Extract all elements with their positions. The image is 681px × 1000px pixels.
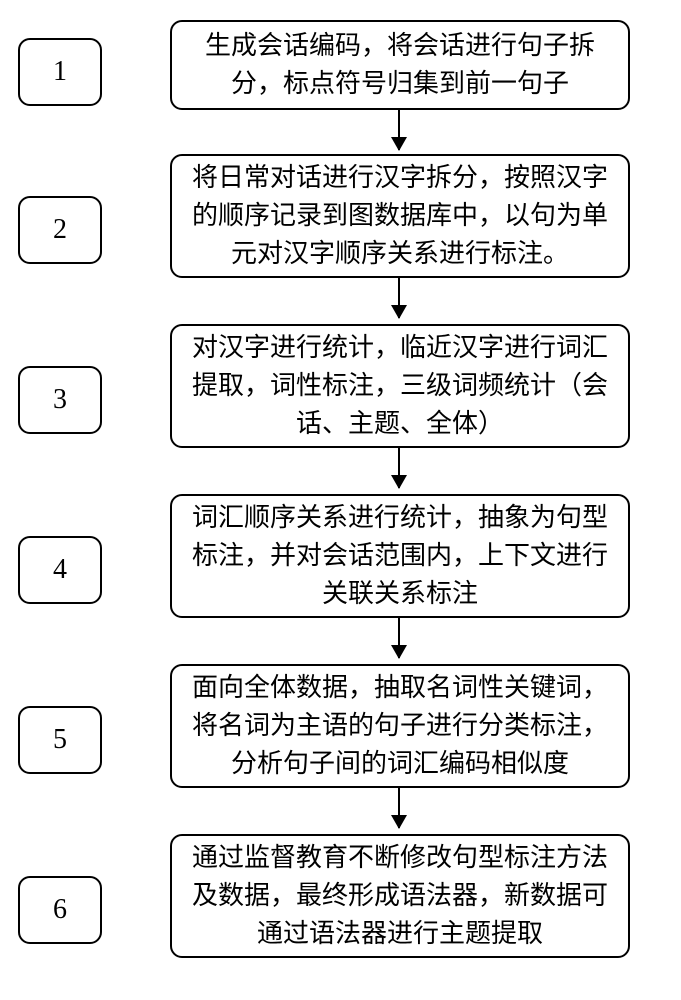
step-number-1-label: 1 xyxy=(53,56,67,88)
step-number-3-label: 3 xyxy=(53,384,67,416)
step-text-3: 对汉字进行统计，临近汉字进行词汇提取，词性标注，三级词频统计（会话、主题、全体） xyxy=(170,324,630,448)
step-text-1: 生成会话编码，将会话进行句子拆分，标点符号归集到前一句子 xyxy=(170,20,630,110)
step-text-2: 将日常对话进行汉字拆分，按照汉字的顺序记录到图数据库中，以句为单元对汉字顺序关系… xyxy=(170,154,630,278)
step-number-5: 5 xyxy=(18,706,102,774)
step-text-5: 面向全体数据，抽取名词性关键词，将名词为主语的句子进行分类标注，分析句子间的词汇… xyxy=(170,664,630,788)
arrow-3-4 xyxy=(398,448,400,488)
step-number-3: 3 xyxy=(18,366,102,434)
step-text-4: 词汇顺序关系进行统计，抽象为句型标注，并对会话范围内，上下文进行关联关系标注 xyxy=(170,494,630,618)
step-text-1-content: 生成会话编码，将会话进行句子拆分，标点符号归集到前一句子 xyxy=(182,27,618,102)
step-number-1: 1 xyxy=(18,38,102,106)
step-number-5-label: 5 xyxy=(53,724,67,756)
step-text-6-content: 通过监督教育不断修改句型标注方法及数据，最终形成语法器，新数据可通过语法器进行主… xyxy=(182,839,618,952)
step-number-6-label: 6 xyxy=(53,894,67,926)
step-number-2-label: 2 xyxy=(53,214,67,246)
step-number-6: 6 xyxy=(18,876,102,944)
step-text-6: 通过监督教育不断修改句型标注方法及数据，最终形成语法器，新数据可通过语法器进行主… xyxy=(170,834,630,958)
step-text-3-content: 对汉字进行统计，临近汉字进行词汇提取，词性标注，三级词频统计（会话、主题、全体） xyxy=(182,329,618,442)
flowchart-canvas: 1 生成会话编码，将会话进行句子拆分，标点符号归集到前一句子 2 将日常对话进行… xyxy=(0,0,681,1000)
step-text-2-content: 将日常对话进行汉字拆分，按照汉字的顺序记录到图数据库中，以句为单元对汉字顺序关系… xyxy=(182,159,618,272)
step-number-4: 4 xyxy=(18,536,102,604)
arrow-4-5 xyxy=(398,618,400,658)
step-text-4-content: 词汇顺序关系进行统计，抽象为句型标注，并对会话范围内，上下文进行关联关系标注 xyxy=(182,499,618,612)
step-number-4-label: 4 xyxy=(53,554,67,586)
step-text-5-content: 面向全体数据，抽取名词性关键词，将名词为主语的句子进行分类标注，分析句子间的词汇… xyxy=(182,669,618,782)
arrow-2-3 xyxy=(398,278,400,318)
arrow-5-6 xyxy=(398,788,400,828)
arrow-1-2 xyxy=(398,110,400,150)
step-number-2: 2 xyxy=(18,196,102,264)
